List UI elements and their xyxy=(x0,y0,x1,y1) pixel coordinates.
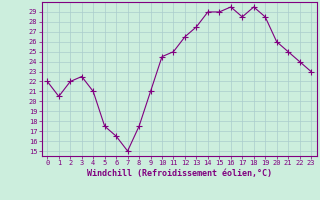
X-axis label: Windchill (Refroidissement éolien,°C): Windchill (Refroidissement éolien,°C) xyxy=(87,169,272,178)
